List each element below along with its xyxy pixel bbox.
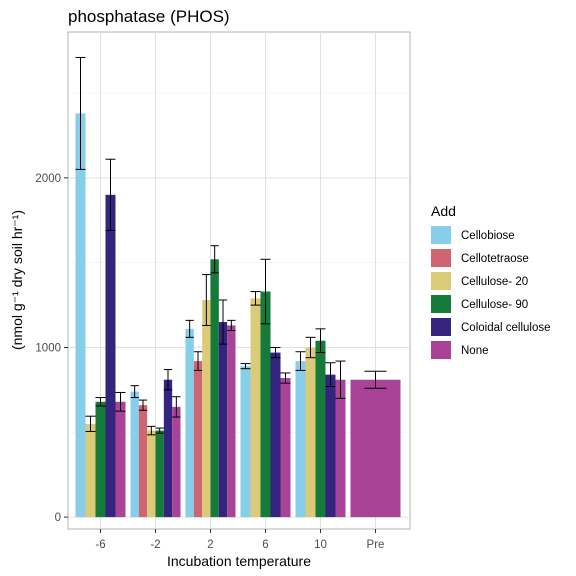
y-axis: 0 1000 2000 [35, 173, 68, 524]
legend: Cellobiose Cellotetraose Cellulose- 20 Cell… [431, 226, 551, 359]
bar [250, 298, 261, 518]
legend-swatch [431, 272, 451, 290]
bar [163, 379, 173, 518]
legend-label: Coloidal cellulose [461, 322, 551, 334]
bar [105, 194, 116, 518]
x-axis: -6 -2 2 6 10 Pre [95, 529, 384, 551]
legend-label: Cellotetraose [461, 253, 529, 265]
bar [185, 328, 194, 518]
y-tick-label: 1000 [35, 343, 61, 355]
chart-title: phosphatase (PHOS) [68, 7, 230, 26]
y-tick-label: 0 [55, 512, 61, 524]
bar [138, 405, 148, 518]
bar [85, 423, 96, 518]
bar [95, 401, 106, 518]
bar [325, 374, 336, 518]
bars-layer [75, 113, 401, 518]
y-axis-title: (nmol g⁻¹ dry soil hr⁻¹) [9, 210, 25, 350]
legend-label: Cellulose- 20 [461, 276, 528, 288]
bar [218, 322, 228, 518]
bar [305, 347, 316, 518]
legend-title: Add [431, 203, 456, 219]
bar [295, 361, 306, 518]
legend-label: Cellobiose [461, 230, 515, 242]
x-tick-label: 10 [314, 539, 327, 551]
bar [75, 113, 86, 518]
legend-label: None [461, 345, 489, 357]
bar [335, 379, 346, 518]
bar [270, 352, 281, 518]
bar [260, 291, 271, 518]
x-tick-label: -2 [150, 539, 160, 551]
bar [130, 391, 139, 518]
legend-swatch [431, 249, 451, 267]
x-tick-label: 2 [207, 539, 213, 551]
bar [350, 379, 401, 518]
bar [202, 300, 211, 518]
bar [227, 325, 236, 518]
x-tick-label: 6 [262, 539, 268, 551]
bar [280, 378, 291, 518]
bar [210, 259, 219, 518]
errorbars-layer [75, 56, 387, 436]
legend-swatch [431, 318, 451, 336]
bar [240, 366, 251, 518]
bar [193, 361, 203, 518]
bar [115, 401, 126, 518]
bar [172, 406, 181, 518]
legend-swatch [431, 226, 451, 244]
legend-label: Cellulose- 90 [461, 299, 528, 311]
bar [155, 430, 164, 518]
y-tick-label: 2000 [35, 173, 61, 185]
legend-swatch [431, 341, 451, 359]
bar [147, 430, 156, 518]
x-tick-label: -6 [95, 539, 105, 551]
legend-swatch [431, 295, 451, 313]
x-axis-title: Incubation temperature [167, 553, 311, 569]
bar [315, 340, 326, 518]
x-tick-label: Pre [367, 539, 385, 551]
